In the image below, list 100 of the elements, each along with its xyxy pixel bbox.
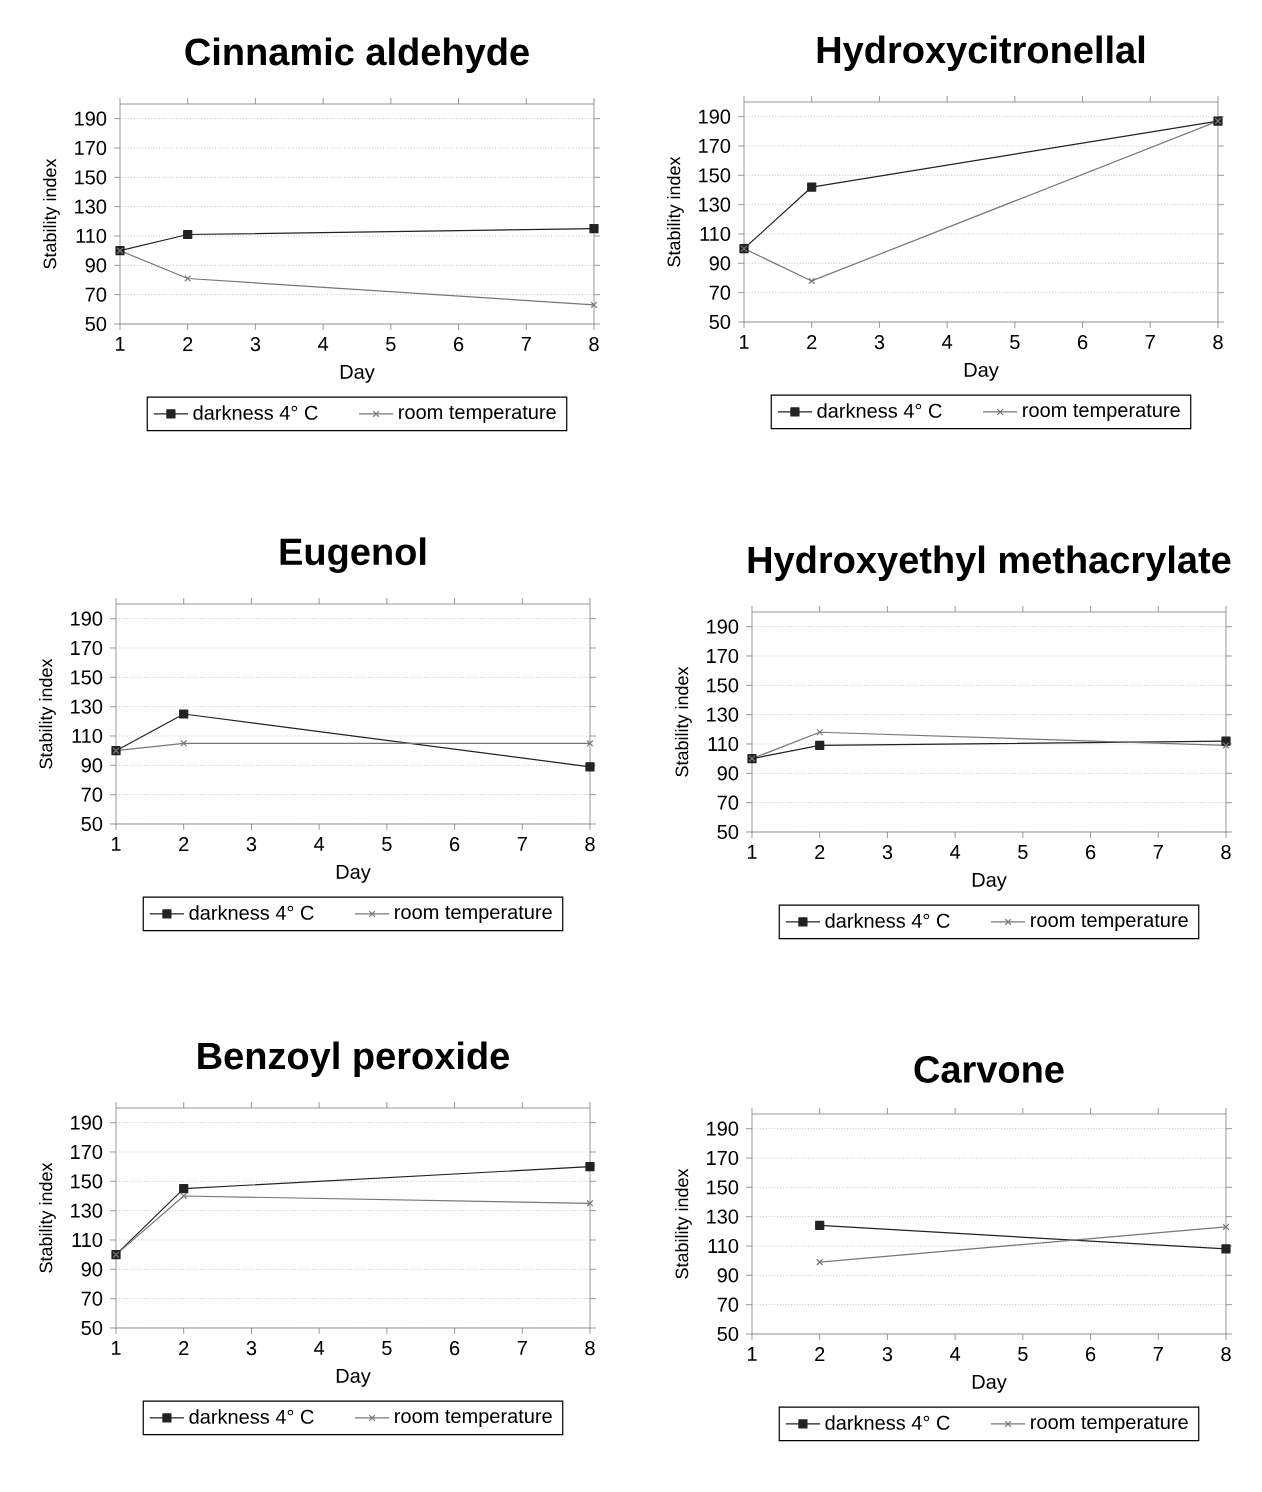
legend-label: room temperature [1031, 1415, 1188, 1434]
y-tick-label: 50 [709, 314, 731, 330]
y-tick-label: 170 [71, 1144, 103, 1160]
x-tick-label: 2 [815, 845, 825, 860]
point [184, 275, 192, 282]
legend-label: room temperature [395, 905, 552, 924]
x-tick-label: 1 [115, 337, 125, 351]
x-tick-label: 8 [589, 337, 599, 352]
point [815, 740, 825, 751]
y-tick-label: 130 [71, 699, 103, 714]
x-tick-label: 6 [450, 1341, 460, 1356]
point [808, 277, 816, 285]
point [180, 1192, 188, 1200]
point [1221, 1244, 1231, 1254]
y-tick-label: 70 [709, 285, 731, 300]
x-tick-label: 3 [882, 1347, 893, 1362]
x-tick-label: 1 [111, 837, 121, 851]
x-axis-title: Day [340, 364, 375, 383]
y-tick-label: 150 [75, 170, 107, 185]
x-tick-label: 4 [314, 1341, 325, 1355]
x-tick-label: 5 [382, 1341, 392, 1356]
y-axis-title: Stability index [667, 156, 684, 267]
x-tick-label: 6 [450, 837, 460, 852]
x-tick-label: 4 [318, 337, 329, 351]
legend-label: darkness 4° C [817, 403, 942, 418]
point [816, 1258, 824, 1266]
point [179, 1184, 189, 1194]
point [183, 229, 193, 240]
y-tick-label: 50 [85, 316, 107, 332]
x-tick-label: 3 [246, 837, 257, 852]
x-tick-label: 3 [874, 335, 885, 350]
x-tick-label: 2 [183, 337, 193, 352]
legend-label: darkness 4° C [189, 905, 314, 920]
x-tick-label: 6 [1086, 1347, 1096, 1362]
x-tick-label: 8 [1221, 1347, 1231, 1362]
y-tick-label: 70 [81, 787, 103, 802]
y-tick-label: 130 [699, 197, 731, 212]
y-tick-label: 50 [717, 1326, 739, 1342]
x-tick-label: 3 [882, 845, 893, 860]
y-tick-label: 110 [708, 736, 739, 752]
legend-label: room temperature [395, 1409, 552, 1428]
y-tick-label: 130 [707, 707, 739, 722]
y-axis-title: Stability index [675, 666, 692, 777]
x-tick-label: 7 [1153, 845, 1163, 859]
y-tick-label: 190 [71, 611, 103, 626]
legend-label: darkness 4° C [825, 1415, 950, 1430]
x-tick-label: 8 [585, 837, 595, 852]
x-tick-label: 4 [950, 1347, 961, 1361]
legend-label: darkness 4° C [189, 1409, 314, 1424]
x-tick-label: 6 [454, 337, 464, 352]
point [1222, 742, 1230, 749]
y-tick-label: 110 [72, 728, 103, 744]
legend-label: room temperature [1023, 403, 1180, 422]
x-axis-title: Day [336, 864, 371, 883]
chart-title: Benzoyl peroxide [198, 1041, 509, 1077]
x-tick-label: 6 [1078, 335, 1088, 350]
point [586, 739, 594, 747]
x-tick-label: 7 [517, 1341, 527, 1355]
x-tick-label: 8 [1221, 845, 1231, 860]
y-tick-label: 110 [72, 1232, 103, 1248]
y-tick-label: 190 [699, 109, 731, 124]
chart-title: Carvone [914, 1056, 1064, 1083]
y-tick-label: 50 [717, 824, 739, 840]
x-tick-label: 7 [1145, 335, 1155, 349]
x-axis-title: Day [964, 362, 999, 381]
y-tick-label: 50 [81, 816, 103, 832]
y-tick-label: 70 [85, 287, 107, 302]
y-tick-label: 70 [717, 795, 739, 810]
chart-title: Cinnamic aldehyde [185, 37, 529, 73]
x-tick-label: 1 [747, 845, 757, 859]
y-tick-label: 130 [707, 1209, 739, 1224]
x-tick-label: 2 [815, 1347, 825, 1362]
legend-label: darkness 4° C [825, 913, 950, 928]
x-tick-label: 3 [250, 337, 261, 352]
y-tick-label: 190 [707, 1121, 739, 1136]
y-axis-title: Stability index [43, 158, 60, 269]
x-tick-label: 7 [517, 837, 527, 851]
x-tick-label: 1 [739, 335, 749, 349]
x-tick-label: 7 [521, 337, 531, 351]
y-tick-label: 70 [717, 1297, 739, 1312]
point [807, 182, 817, 192]
y-tick-label: 150 [71, 1174, 103, 1189]
x-tick-label: 8 [585, 1341, 595, 1356]
x-axis-title: Day [972, 872, 1007, 891]
x-tick-label: 5 [382, 837, 392, 851]
point [585, 762, 595, 772]
y-tick-label: 170 [71, 640, 103, 656]
y-tick-label: 70 [81, 1291, 103, 1306]
x-tick-label: 6 [1086, 845, 1096, 860]
y-tick-label: 90 [81, 758, 103, 773]
x-tick-label: 4 [314, 837, 325, 851]
point [586, 1199, 594, 1207]
x-tick-label: 2 [179, 1341, 189, 1356]
y-tick-label: 90 [717, 1268, 739, 1283]
chart-title: Hydroxyethyl methacrylate [748, 545, 1231, 581]
point [179, 709, 189, 719]
x-tick-label: 1 [747, 1347, 757, 1361]
y-axis-title: Stability index [39, 1162, 56, 1273]
y-tick-label: 170 [707, 648, 739, 664]
chart-title: Hydroxycitronellal [817, 35, 1145, 71]
